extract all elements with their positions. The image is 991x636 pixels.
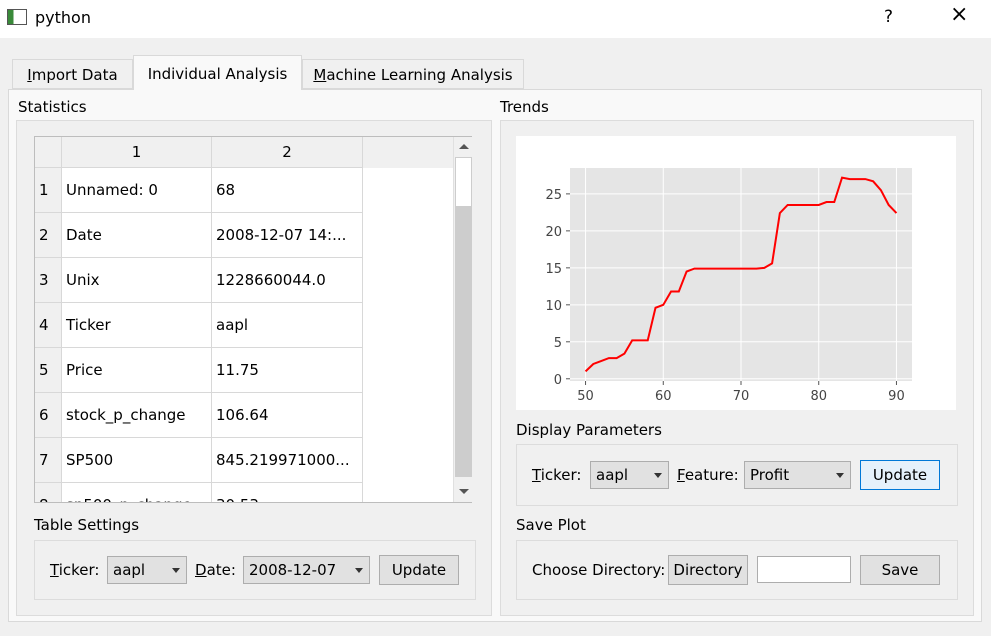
table-cell: 68	[212, 168, 363, 213]
combo-value: aapl	[596, 466, 629, 484]
tab-label: Individual Analysis	[147, 65, 288, 83]
directory-label: Choose Directory:	[532, 561, 666, 579]
row-header: 4	[35, 303, 62, 348]
date-combo[interactable]: 2008-12-07 14	[243, 556, 370, 584]
table-cell: 845.219971000...	[212, 438, 363, 483]
x-tick-label: 80	[810, 389, 827, 404]
update-button[interactable]: Update	[860, 460, 940, 490]
row-header: 3	[35, 258, 62, 303]
y-tick-label: 10	[545, 299, 562, 314]
x-tick-label: 50	[577, 389, 594, 404]
y-tick-label: 20	[545, 225, 562, 240]
table-cell: sp500_p_change	[62, 483, 212, 502]
x-tick-label: 60	[655, 389, 672, 404]
scroll-up[interactable]	[459, 144, 469, 149]
row-header: 1	[35, 168, 62, 213]
header-corner	[35, 137, 62, 168]
table-cell: SP500	[62, 438, 212, 483]
tab[interactable]: Import Data	[12, 59, 133, 89]
ticker-label: Ticker:	[532, 466, 582, 484]
update-button[interactable]: Update	[379, 555, 459, 585]
table-cell: Unix	[62, 258, 212, 303]
row-header: 2	[35, 213, 62, 258]
y-tick-label: 5	[554, 336, 562, 351]
directory-input[interactable]	[757, 556, 851, 583]
feature-label: Feature:	[677, 466, 739, 484]
tab[interactable]: Machine Learning Analysis	[302, 59, 524, 89]
table-cell: aapl	[212, 303, 363, 348]
table-cell: 1228660044.0	[212, 258, 363, 303]
scroll-down[interactable]	[459, 489, 469, 494]
group-label: Trends	[500, 98, 549, 116]
table-cell: Price	[62, 348, 212, 393]
table-cell: Ticker	[62, 303, 212, 348]
tab-label: Import Data	[27, 66, 118, 84]
feature-combo[interactable]: Profit Marg	[744, 461, 851, 489]
row-header: 6	[35, 393, 62, 438]
trend-chart: 0 5 10 15 20 25 50 60 70 80 90	[516, 136, 956, 410]
combo-value: Profit Marg	[750, 466, 790, 484]
ticker-combo[interactable]: aapl	[590, 461, 669, 489]
date-label: Date:	[195, 561, 236, 579]
row-header: 7	[35, 438, 62, 483]
window-title: python	[35, 8, 91, 27]
table-cell: stock_p_change	[62, 393, 212, 438]
column-header: 2	[212, 137, 363, 168]
x-tick-label: 90	[888, 389, 905, 404]
stats-table: 1 2 1 Unnamed: 0 68 2 Date 2008-12-07 14:... 3 Un…	[34, 136, 472, 503]
scroll-thumb[interactable]	[455, 157, 472, 207]
group-label: Display Parameters	[516, 421, 662, 439]
y-tick-label: 25	[545, 188, 562, 203]
ticker-label: Ticker:	[50, 561, 100, 579]
table-cell: 106.64	[212, 393, 363, 438]
group-label: Table Settings	[34, 516, 140, 534]
row-header: 8	[35, 483, 62, 502]
app-icon	[7, 9, 27, 25]
trend-line	[584, 176, 898, 373]
y-tick-label: 15	[545, 262, 562, 277]
column-header: 1	[62, 137, 212, 168]
save-button[interactable]: Save	[860, 555, 940, 585]
table-cell: Date	[62, 213, 212, 258]
combo-value: 2008-12-07 14	[249, 561, 337, 579]
help-button[interactable]: ?	[884, 7, 894, 27]
scrollbar[interactable]	[453, 137, 473, 502]
x-tick-label: 70	[733, 389, 750, 404]
group-label: Save Plot	[516, 516, 586, 534]
scroll-track	[455, 207, 472, 477]
table-cell: 11.75	[212, 348, 363, 393]
row-header: 5	[35, 348, 62, 393]
ticker-combo[interactable]: aapl	[107, 556, 187, 584]
display-parameters-group	[516, 444, 958, 506]
combo-value: aapl	[113, 561, 146, 579]
close-button[interactable]: ×	[950, 2, 969, 27]
tab-selected[interactable]: Individual Analysis	[133, 55, 302, 90]
directory-button[interactable]: Directory	[668, 555, 748, 585]
table-cell: Unnamed: 0	[62, 168, 212, 213]
table-cell: 30.53	[212, 483, 363, 502]
title-bar: python ? ×	[0, 0, 991, 38]
y-tick-label: 0	[554, 373, 562, 388]
tab-label: Machine Learning Analysis	[313, 66, 513, 84]
table-cell: 2008-12-07 14:...	[212, 213, 363, 258]
group-label: Statistics	[18, 98, 87, 116]
